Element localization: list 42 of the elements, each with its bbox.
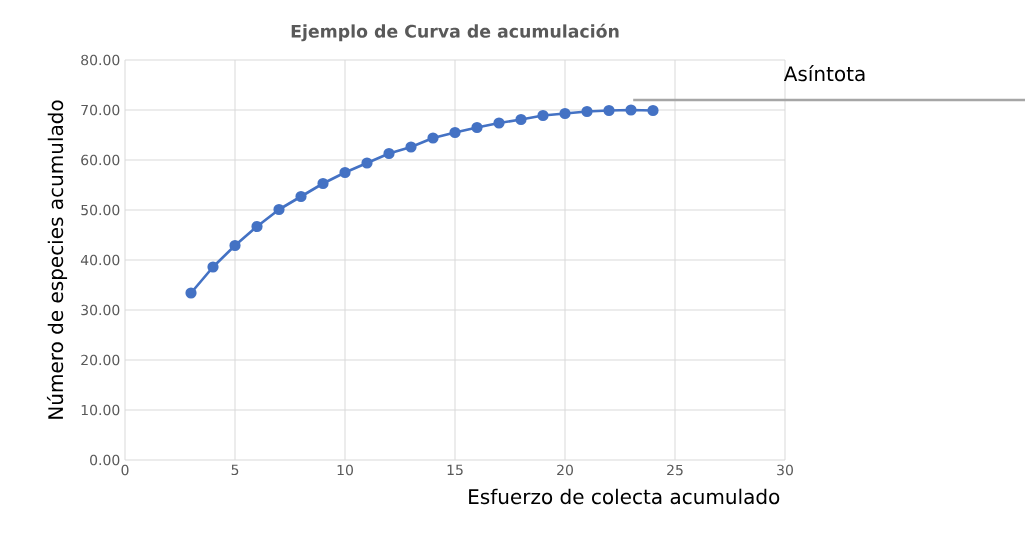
point: [229, 239, 241, 252]
point: [471, 121, 483, 134]
point: [493, 117, 505, 129]
y-tick-label: 50.00: [81, 204, 120, 216]
point: [625, 104, 637, 116]
point: [581, 105, 593, 118]
point: [207, 261, 219, 273]
x-tick-label: 10: [337, 464, 353, 476]
point: [603, 104, 615, 117]
point: [383, 147, 395, 160]
point: [295, 190, 307, 203]
point: [185, 287, 197, 299]
point: [339, 166, 351, 179]
x-tick-label: 30: [777, 464, 793, 476]
point: [427, 132, 439, 144]
point: [251, 220, 263, 233]
point: [361, 157, 373, 169]
y-tick-label: 70.00: [81, 104, 120, 116]
point: [405, 141, 417, 153]
x-tick-label: 25: [667, 464, 683, 476]
point: [537, 109, 549, 122]
point: [273, 203, 285, 216]
ref-line-label: Asíntota: [783, 65, 865, 82]
chart-title: Ejemplo de Curva de acumulación: [291, 23, 619, 42]
point: [317, 177, 329, 190]
y-tick-label: 30.00: [81, 304, 120, 316]
point: [647, 104, 659, 117]
x-tick-label: 15: [447, 464, 463, 476]
x-tick-label: 20: [557, 464, 573, 476]
point: [559, 107, 571, 120]
y-axis-title: Número de especies acumulado: [46, 100, 68, 419]
y-tick-label: 10.00: [81, 404, 120, 416]
x-tick-label: 5: [231, 464, 239, 476]
y-tick-label: 80.00: [81, 54, 120, 66]
y-tick-label: 40.00: [80, 254, 120, 266]
point: [515, 113, 527, 126]
y-tick-label: 20.00: [81, 354, 120, 366]
x-tick-label: 0: [121, 464, 129, 476]
y-tick-label: 60.00: [81, 154, 120, 166]
point: [449, 126, 461, 139]
x-axis-title: Esfuerzo de colecta acumulado: [469, 488, 780, 505]
y-tick-label: 0.00: [90, 454, 120, 466]
